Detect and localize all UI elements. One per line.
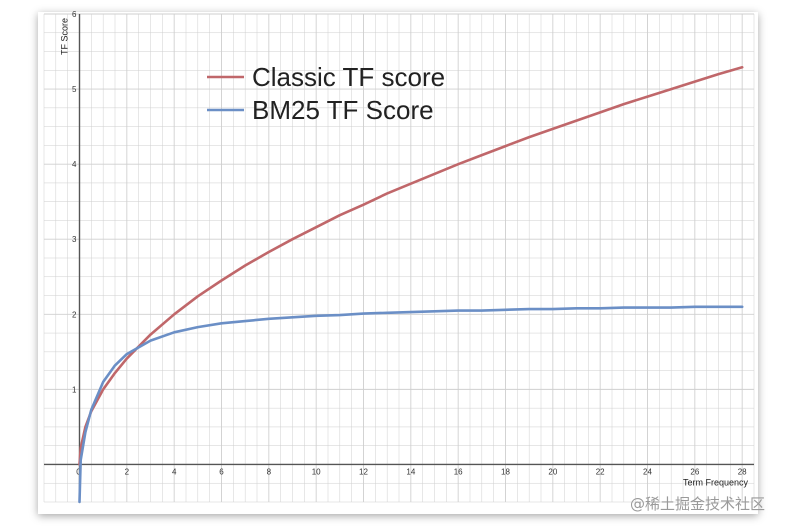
watermark: @稀土掘金技术社区 — [629, 495, 765, 513]
x-tick-label: 18 — [501, 467, 510, 476]
x-tick-label: 20 — [548, 467, 557, 476]
grid — [43, 13, 755, 503]
y-tick-label: 6 — [72, 10, 77, 19]
x-tick-label: 4 — [172, 467, 177, 476]
chart-frame — [38, 12, 758, 514]
x-tick-label: 6 — [219, 467, 224, 476]
x-tick-label: 28 — [738, 467, 747, 476]
axes — [44, 14, 754, 502]
x-axis-title: Term Frequency — [683, 477, 749, 487]
x-tick-label: 14 — [406, 467, 415, 476]
x-tick-label: 10 — [312, 467, 321, 476]
x-tick-label: 24 — [643, 467, 652, 476]
x-tick-label: 26 — [690, 467, 699, 476]
legend-label: BM25 TF Score — [252, 95, 434, 125]
y-tick-label: 5 — [72, 85, 77, 94]
legend-label: Classic TF score — [252, 62, 445, 92]
y-tick-label: 2 — [72, 310, 77, 319]
x-tick-label: 16 — [454, 467, 463, 476]
y-tick-label: 4 — [72, 160, 77, 169]
x-tick-label: 22 — [596, 467, 605, 476]
series-line-1 — [78, 66, 744, 466]
x-tick-label: 12 — [359, 467, 368, 476]
series-lines — [78, 66, 744, 504]
origin-tick-label: 0 — [76, 467, 81, 476]
series-line-2 — [78, 305, 744, 504]
y-axis-title: TF Score — [60, 18, 70, 55]
y-tick-label: 1 — [72, 385, 77, 394]
y-tick-label: 3 — [72, 235, 77, 244]
x-tick-label: 2 — [125, 467, 130, 476]
x-tick-label: 8 — [267, 467, 272, 476]
